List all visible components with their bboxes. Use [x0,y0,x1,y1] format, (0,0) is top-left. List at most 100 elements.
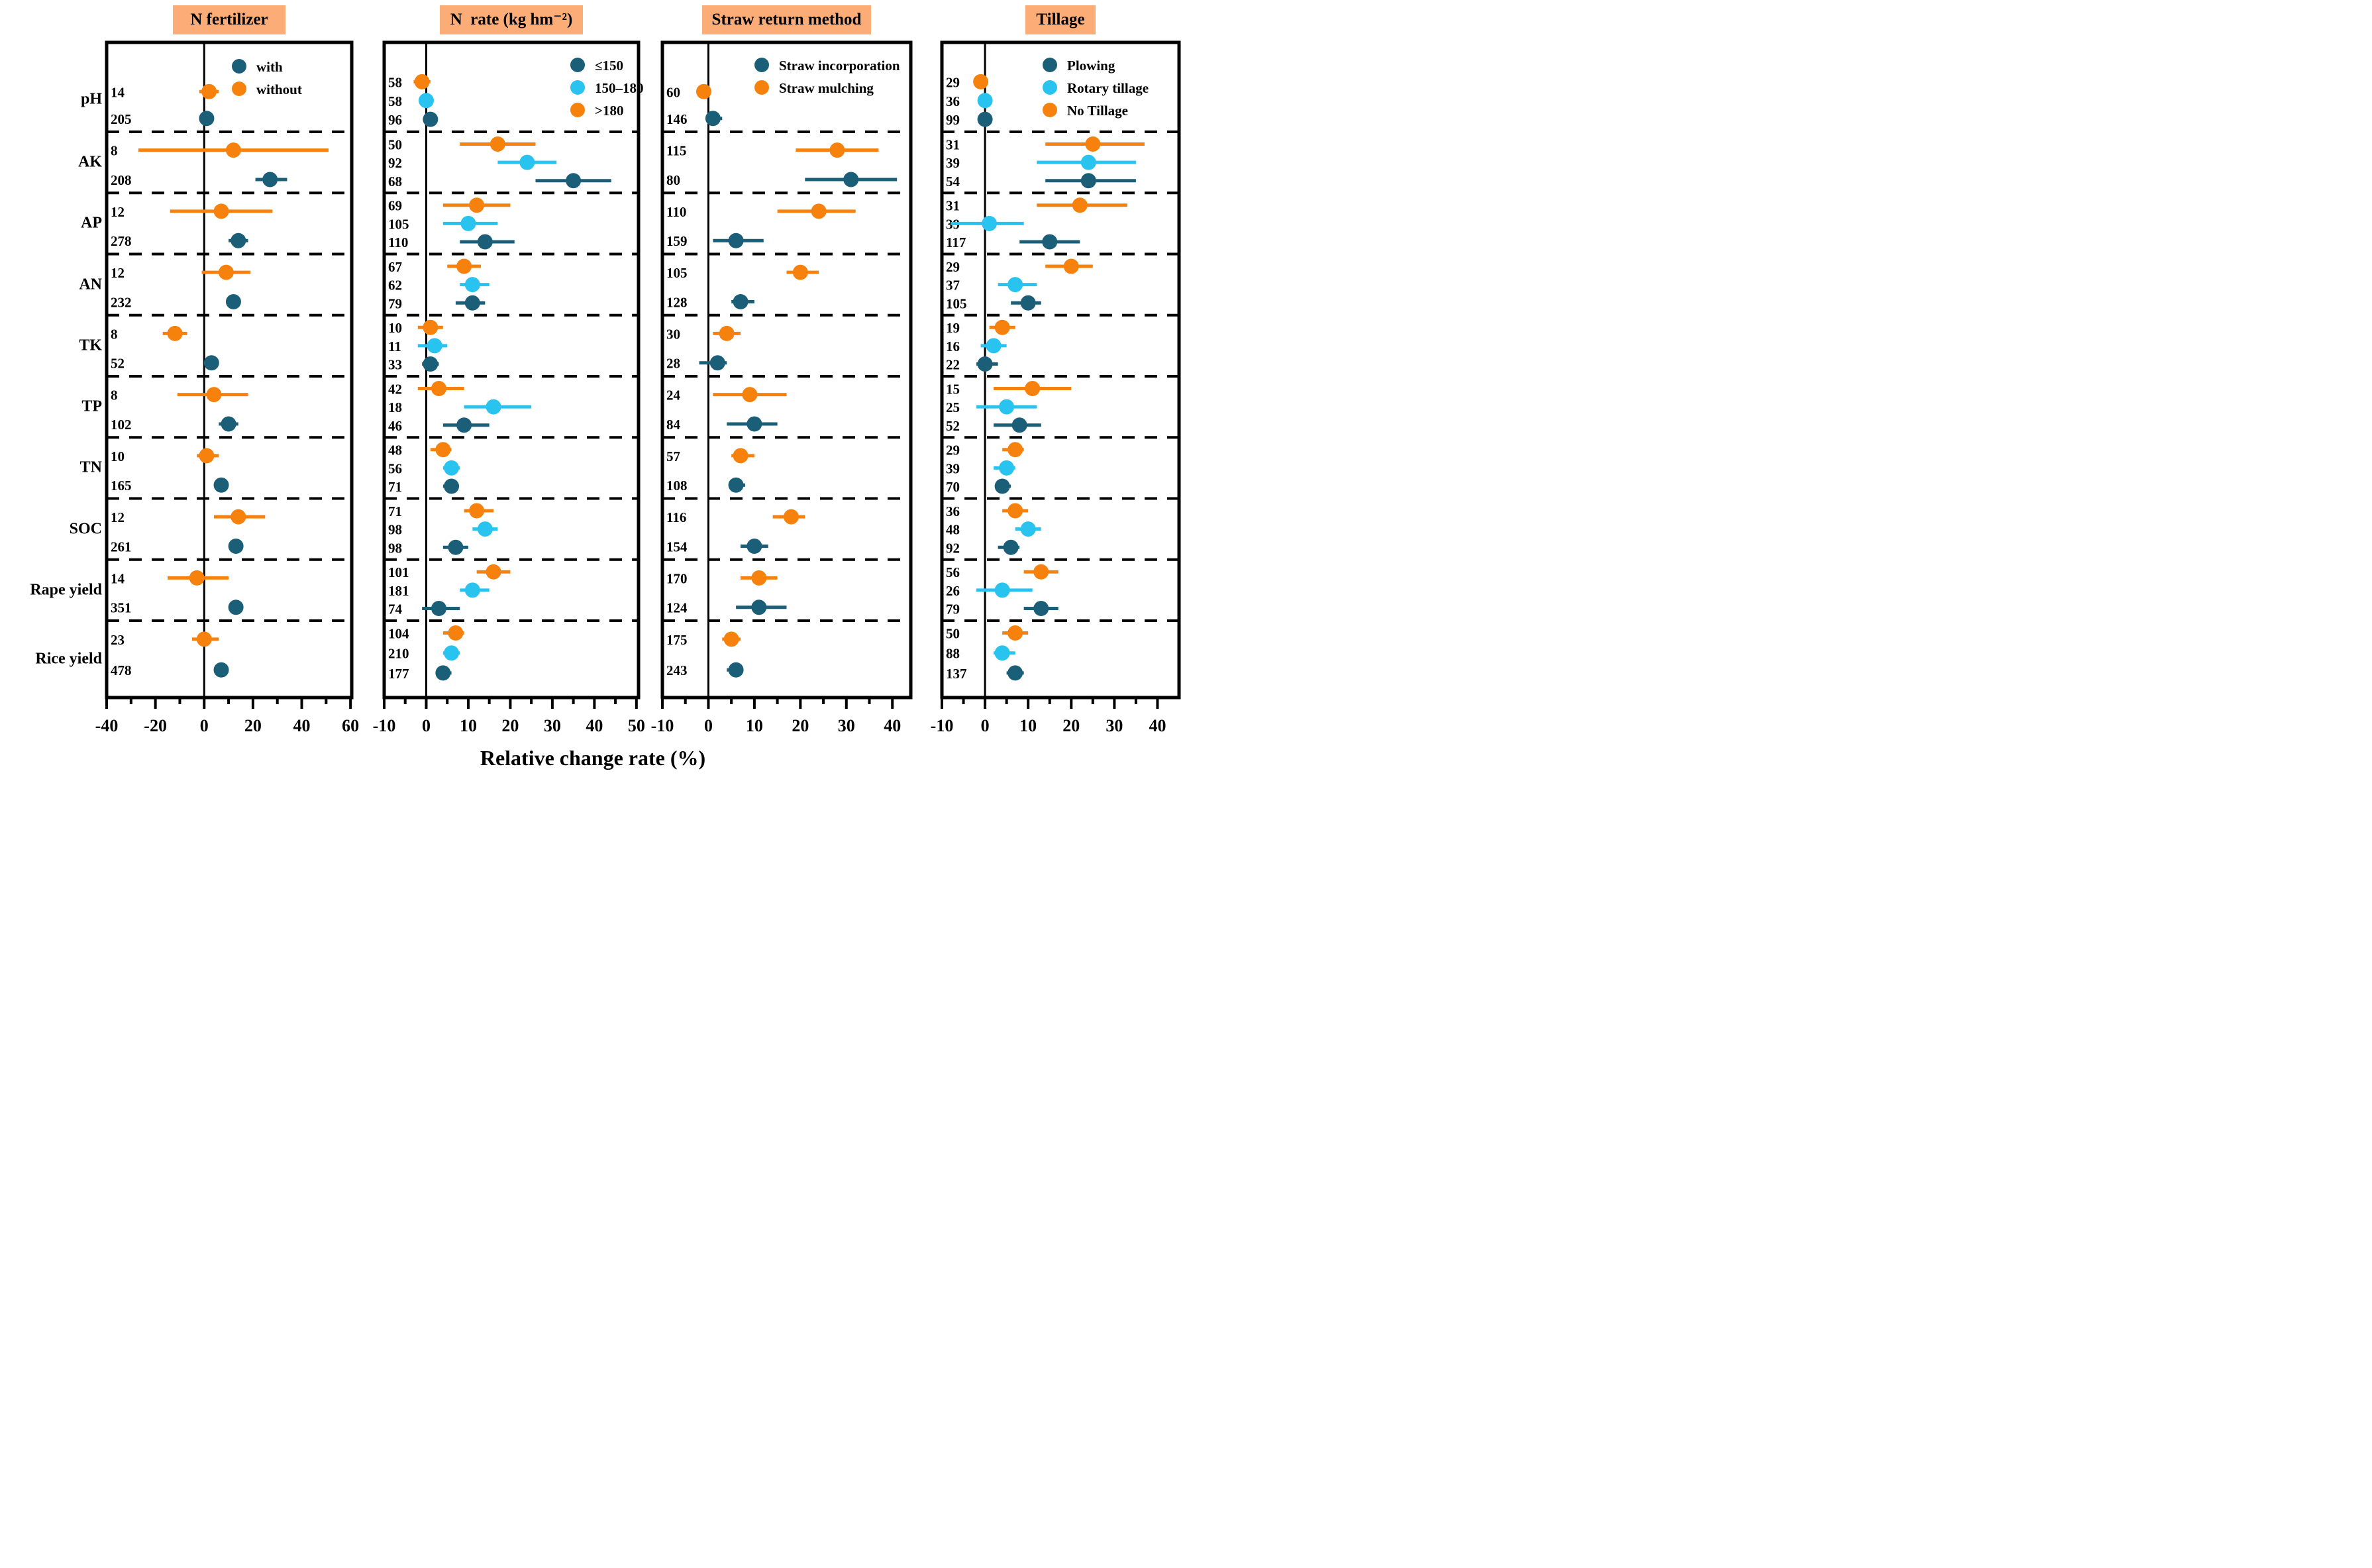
sample-size-label: 165 [111,478,132,494]
data-point [1033,564,1049,580]
sample-size-label: 25 [946,399,960,415]
data-point [728,233,744,248]
sample-size-label: 12 [111,509,125,525]
data-point [464,582,480,598]
x-axis-label: Relative change rate (%) [480,746,706,770]
data-point [792,264,808,280]
legend-dot [1043,103,1057,117]
sample-size-label: 110 [666,204,686,220]
data-point [444,478,460,494]
sample-size-label: 29 [946,74,960,90]
sample-size-label: 42 [388,381,402,397]
data-point [231,233,246,248]
data-point [418,93,434,109]
sample-size-label: 39 [946,155,960,171]
axis-tick-label: 20 [1062,716,1080,735]
data-point [1080,173,1096,189]
sample-size-label: 46 [388,418,402,434]
sample-size-label: 88 [946,646,960,662]
sample-size-label: 170 [666,570,688,586]
data-point [723,631,739,647]
legend-dot [570,103,585,117]
data-point [196,631,212,647]
sample-size-label: 58 [388,74,402,90]
data-point [719,325,735,341]
data-point [747,538,762,554]
data-point [469,503,485,519]
sample-size-label: 31 [946,136,960,152]
data-point [999,460,1015,476]
axis-tick-label: 40 [586,716,603,735]
axis-tick-label: 30 [544,716,561,735]
data-point [262,172,278,187]
data-point [477,521,493,537]
sample-size-label: 57 [666,448,680,464]
sample-size-label: 8 [111,388,118,403]
legend-dot [570,58,585,72]
data-point [1063,258,1079,274]
sample-size-label: 36 [946,93,960,109]
sample-size-label: 52 [946,418,960,434]
data-point [709,355,725,371]
panel-title-straw-return: Straw return method [702,5,871,34]
data-point [423,111,438,127]
legend-dot [754,80,769,95]
sample-size-label: 98 [388,522,402,538]
sample-size-label: 116 [666,509,686,525]
axis-tick-label: 20 [792,716,809,735]
data-point [829,142,845,158]
sample-size-label: 104 [388,626,409,642]
forest-plot-figure: N fertilizer N rate (kg hm⁻²) Straw retu… [0,0,1186,784]
legend-dot [1043,80,1057,95]
data-point [213,477,229,493]
sample-size-label: 29 [946,443,960,458]
data-point [1072,197,1088,213]
sample-size-label: 99 [946,112,960,128]
data-point [486,399,501,415]
panel-title-n-rate: N rate (kg hm⁻²) [440,5,583,34]
legend-dot [570,80,585,95]
data-point [973,74,989,89]
data-point [427,338,442,354]
data-point [206,387,222,403]
data-point [199,111,215,127]
axis-tick-label: 0 [981,716,990,735]
data-point [733,448,748,464]
data-point [1011,417,1027,433]
data-point [213,662,229,678]
panel-frame [382,40,641,700]
data-point [728,662,744,678]
axis-tick-label: 0 [200,716,209,735]
data-point [1007,442,1023,458]
legend-label: with [256,59,283,75]
sample-size-label: 232 [111,294,132,310]
panel-frame [940,40,1181,700]
category-label: AK [78,153,102,171]
sample-size-label: 8 [111,143,118,159]
data-point [460,215,476,231]
data-point [199,448,215,464]
sample-size-label: 30 [666,326,680,342]
data-point [423,319,438,335]
data-point [167,325,183,341]
sample-size-label: 10 [388,320,402,336]
sample-size-label: 36 [946,503,960,519]
data-point [986,338,1002,354]
legend-dot [754,58,769,72]
category-label: TP [81,397,102,415]
panel-frame [660,40,913,700]
data-point [1007,665,1023,681]
sample-size-label: 71 [388,503,402,519]
sample-size-label: 16 [946,339,960,354]
category-label: TN [79,458,102,476]
sample-size-label: 105 [388,216,409,232]
data-point [414,74,430,89]
axis-tick-label: 60 [342,716,359,735]
data-point [1042,234,1058,250]
axis-tick-label: -10 [651,716,674,735]
sample-size-label: 14 [111,84,125,100]
legend-label: Rotary tillage [1067,80,1149,96]
sample-size-label: 50 [388,136,402,152]
data-point [469,197,485,213]
sample-size-label: 18 [388,399,402,415]
